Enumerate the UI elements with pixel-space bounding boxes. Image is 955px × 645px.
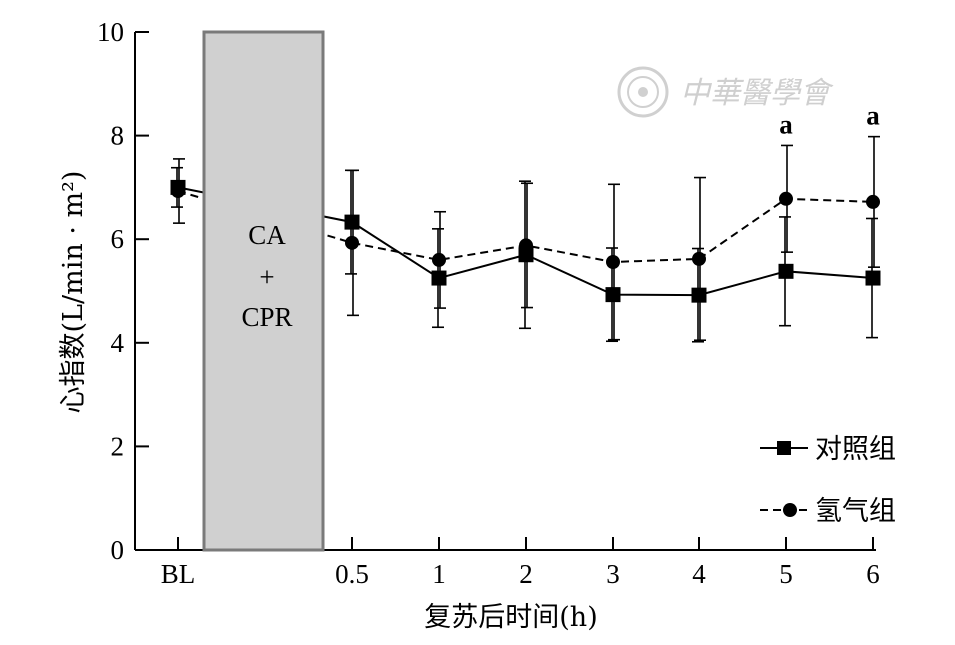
data-point-square <box>431 270 447 286</box>
y-tick-label: 8 <box>111 121 125 151</box>
x-tick-label: 5 <box>779 559 793 589</box>
data-point-circle <box>171 184 185 199</box>
legend-item-control: 对照组 <box>760 434 896 465</box>
data-point-square <box>778 263 794 279</box>
legend-label-control: 对照组 <box>815 434 896 465</box>
legend-label-hydrogen: 氢气组 <box>815 496 896 527</box>
watermark: 中華醫學會 <box>617 66 834 118</box>
legend-item-hydrogen: 氢气组 <box>760 496 896 527</box>
cpr-band-rect <box>202 30 325 552</box>
band-label-cpr: CPR <box>241 302 292 332</box>
significance-label: a <box>779 109 793 139</box>
significance-label: a <box>866 101 880 131</box>
data-point-square <box>344 214 360 230</box>
y-tick-label: 0 <box>111 535 125 565</box>
y-ticks: 0 2 4 6 8 10 <box>97 17 149 565</box>
y-tick-label: 10 <box>97 17 124 47</box>
x-tick-label: BL <box>161 559 196 589</box>
series-hydrogen <box>171 135 880 342</box>
x-axis-title: 复苏后时间(h) <box>424 602 597 633</box>
cpr-band: CA + CPR <box>202 30 325 552</box>
y-axis-title: 心指数(L/min · m²) <box>58 171 89 414</box>
x-tick-label: 4 <box>692 559 706 589</box>
x-tick-label: 6 <box>866 559 880 589</box>
data-point-circle <box>345 235 359 250</box>
x-tick-label: 1 <box>432 559 446 589</box>
y-tick-label: 2 <box>111 431 125 461</box>
band-label-plus: + <box>259 262 274 292</box>
band-label-ca: CA <box>248 220 286 250</box>
data-point-square <box>605 287 621 303</box>
data-point-circle <box>779 191 793 206</box>
legend: 对照组 氢气组 <box>760 434 896 527</box>
series-layer <box>170 135 881 343</box>
series-line <box>177 190 874 263</box>
series-line <box>177 186 874 297</box>
data-point-square <box>865 270 881 286</box>
y-tick-label: 4 <box>111 328 125 358</box>
x-tick-label: 3 <box>606 559 620 589</box>
data-point-square <box>691 287 707 303</box>
data-point-circle <box>606 254 620 269</box>
x-ticks: BL 0.5 1 2 3 4 5 6 <box>161 537 880 589</box>
legend-marker-control <box>777 441 791 455</box>
data-point-circle <box>866 194 880 209</box>
data-point-circle <box>692 251 706 266</box>
legend-marker-hydrogen <box>783 503 797 517</box>
watermark-text: 中華醫學會 <box>680 76 834 111</box>
data-point-circle <box>519 238 533 253</box>
x-tick-label: 0.5 <box>335 559 369 589</box>
x-tick-label: 2 <box>519 559 533 589</box>
data-point-circle <box>432 252 446 267</box>
society-seal-icon <box>617 66 669 118</box>
y-tick-label: 6 <box>111 224 125 254</box>
